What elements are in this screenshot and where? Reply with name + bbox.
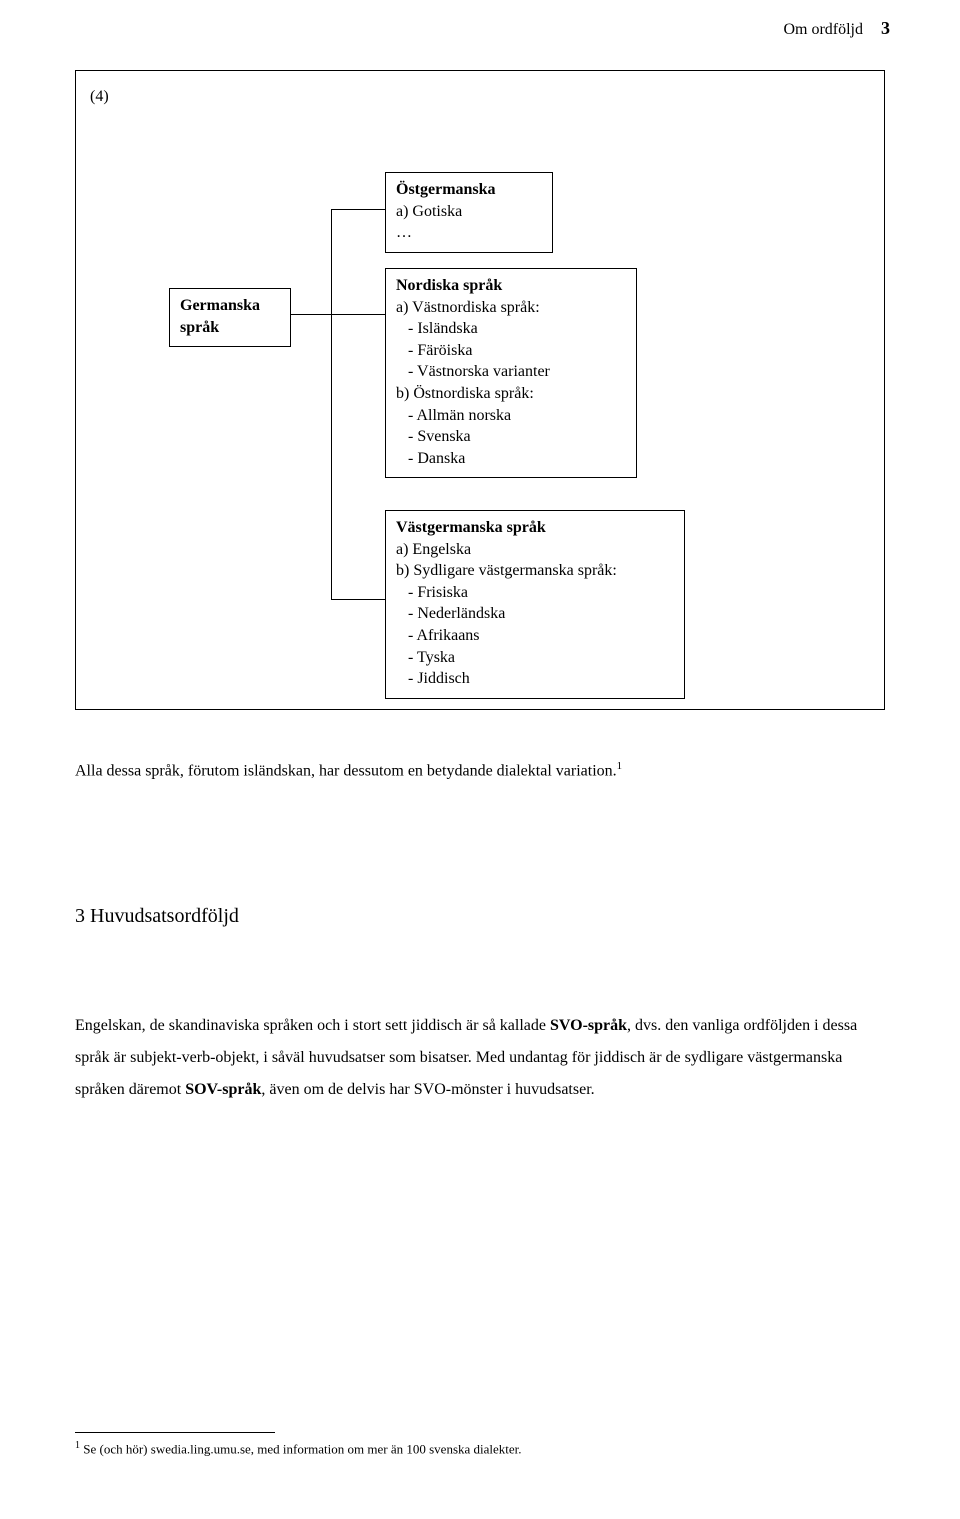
node-nordiska-a-0: - Isländska [396,318,626,340]
node-nordiska: Nordiska språk a) Västnordiska språk: - … [385,268,637,478]
node-germanska: Germanska språk [169,288,291,347]
paragraph-1-text: Alla dessa språk, förutom isländskan, ha… [75,762,617,779]
node-vastgermanska: Västgermanska språk a) Engelska b) Sydli… [385,510,685,699]
page-number: 3 [881,18,890,38]
node-vastgermanska-a: a) Engelska [396,539,674,561]
node-nordiska-a-1: - Färöiska [396,340,626,362]
node-vastgermanska-b-2: - Afrikaans [396,625,674,647]
node-nordiska-b-2: - Danska [396,448,626,470]
node-vastgermanska-b-label: b) Sydligare västgermanska språk: [396,560,674,582]
node-ostgermanska-item-1: … [396,222,542,244]
node-nordiska-a-2: - Västnorska varianter [396,361,626,383]
footnote-rule [75,1432,275,1433]
node-nordiska-a-label: a) Västnordiska språk: [396,297,626,319]
footnote-text: Se (och hör) swedia.ling.umu.se, med inf… [80,1441,522,1456]
footnote-ref-1: 1 [617,760,623,772]
node-nordiska-title: Nordiska språk [396,275,626,297]
node-vastgermanska-b-1: - Nederländska [396,603,674,625]
figure-label: (4) [90,88,109,106]
footnote-1: 1 Se (och hör) swedia.ling.umu.se, med i… [75,1440,885,1457]
node-ostgermanska-item-0: a) Gotiska [396,201,542,223]
node-germanska-line2: språk [180,317,280,339]
paragraph-2: Engelskan, de skandinaviska språken och … [75,1010,885,1106]
node-ostgermanska: Östgermanska a) Gotiska … [385,172,553,253]
paragraph-2-a: Engelskan, de skandinaviska språken och … [75,1017,550,1034]
node-ostgermanska-title: Östgermanska [396,179,542,201]
section-heading: 3 Huvudsatsordföljd [75,905,239,928]
node-nordiska-b-label: b) Östnordiska språk: [396,383,626,405]
node-nordiska-b-1: - Svenska [396,426,626,448]
page: Om ordföljd 3 (4) Germanska språk Östger… [0,0,960,1519]
paragraph-2-bold2: SOV-språk [185,1081,261,1098]
paragraph-2-bold1: SVO-språk [550,1017,627,1034]
paragraph-2-c: , även om de delvis har SVO-mönster i hu… [261,1081,594,1098]
node-vastgermanska-b-3: - Tyska [396,647,674,669]
node-vastgermanska-b-0: - Frisiska [396,582,674,604]
node-vastgermanska-title: Västgermanska språk [396,517,674,539]
running-title: Om ordföljd [783,21,863,38]
node-vastgermanska-b-4: - Jiddisch [396,668,674,690]
node-germanska-line1: Germanska [180,295,280,317]
paragraph-1: Alla dessa språk, förutom isländskan, ha… [75,755,885,787]
running-header: Om ordföljd 3 [783,18,890,39]
node-nordiska-b-0: - Allmän norska [396,405,626,427]
